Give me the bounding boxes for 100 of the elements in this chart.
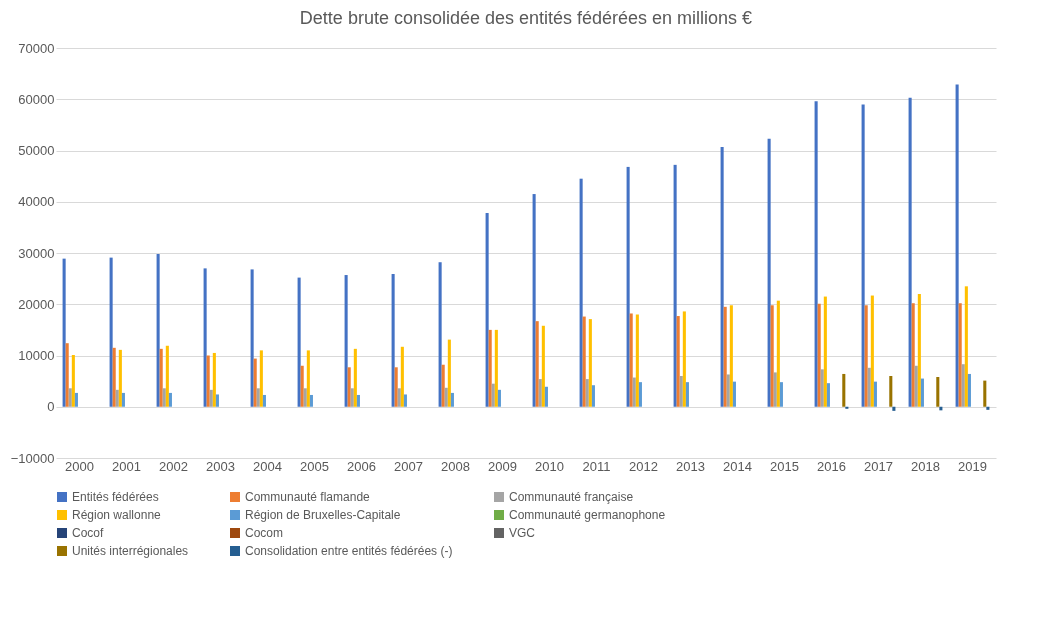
bar (535, 321, 539, 407)
bar (74, 392, 78, 407)
bar (306, 350, 310, 407)
bar (303, 388, 307, 407)
bar (867, 367, 871, 407)
bar (870, 295, 874, 407)
bar (68, 388, 72, 407)
x-tick-label: 2013 (676, 458, 705, 474)
legend-label: Cocof (72, 526, 105, 540)
x-tick-label: 2012 (629, 458, 658, 474)
y-tick-label: 0 (47, 399, 55, 415)
legend-label: Communauté germanophone (509, 508, 666, 522)
bar (917, 294, 921, 407)
bar (309, 394, 313, 407)
bar (770, 305, 774, 407)
bar (591, 385, 595, 407)
bar (920, 378, 924, 407)
y-tick-label: 10000 (18, 348, 55, 363)
bar (729, 305, 733, 407)
bar (638, 382, 642, 407)
bar (159, 348, 163, 407)
bar (629, 313, 633, 407)
bar (215, 394, 219, 407)
bar (162, 388, 166, 407)
bar (582, 316, 586, 407)
bar (889, 376, 893, 407)
bar (723, 306, 727, 407)
bar (679, 376, 683, 407)
bar (71, 354, 75, 407)
x-tick-label: 2015 (770, 458, 799, 474)
bar (845, 406, 849, 409)
bar (156, 254, 160, 407)
y-tick-label: 50000 (18, 143, 55, 158)
bar (585, 379, 589, 407)
bar (673, 164, 677, 407)
x-tick-label: 2000 (65, 458, 94, 474)
bar (732, 381, 736, 407)
x-tick-label: 2018 (911, 458, 940, 474)
bar (861, 104, 865, 407)
y-tick-label: 30000 (18, 245, 55, 261)
x-tick-label: 2019 (958, 458, 987, 474)
x-tick-label: 2014 (723, 458, 752, 474)
bar (203, 268, 207, 407)
bar (635, 314, 639, 407)
bar (391, 274, 395, 407)
y-tick-label: 60000 (18, 91, 55, 107)
bar (488, 329, 492, 407)
bar (823, 296, 827, 407)
bar (262, 394, 266, 407)
bar (62, 258, 66, 407)
x-tick-label: 2004 (253, 458, 282, 474)
bar (450, 392, 454, 407)
bar (541, 325, 545, 407)
bar (961, 364, 965, 407)
bar (676, 316, 680, 407)
legend-label: Région wallonne (72, 508, 162, 522)
bar (250, 269, 254, 407)
x-tick-label: 2008 (441, 458, 470, 474)
bar (767, 138, 771, 407)
x-tick-label: 2002 (159, 458, 188, 474)
bar (112, 347, 116, 407)
bar (121, 392, 125, 407)
bar (579, 178, 583, 407)
bar (165, 345, 169, 407)
y-tick-label: 40000 (18, 194, 55, 210)
bar (485, 213, 489, 407)
bar (955, 84, 959, 407)
bar (892, 406, 896, 411)
bar (814, 101, 818, 407)
chart-title: Dette brute consolidée des entités fédérées en millions € (299, 8, 753, 28)
bar (168, 392, 172, 407)
bar (206, 355, 210, 407)
bar (118, 349, 122, 407)
bar (726, 374, 730, 407)
bar (908, 97, 912, 407)
bar (682, 311, 686, 407)
bar (720, 146, 724, 407)
bar (300, 365, 304, 407)
bar (983, 380, 987, 407)
bar (532, 194, 536, 407)
bar (65, 343, 69, 407)
legend-label: Consolidation entre entités fédérées (-) (245, 544, 453, 558)
bar (353, 348, 357, 407)
x-tick-label: 2010 (535, 458, 564, 474)
x-tick-label: 2006 (347, 458, 376, 474)
legend-label: Unités interrégionales (72, 544, 189, 558)
bar (444, 387, 448, 407)
x-tick-label: 2016 (817, 458, 846, 474)
bar (958, 303, 962, 407)
legend-label: Entités fédérées (72, 490, 159, 504)
legend-label: Communauté française (509, 490, 634, 504)
bar (253, 358, 257, 407)
bar (400, 346, 404, 407)
bar (344, 275, 348, 407)
bar (397, 388, 401, 407)
bar (212, 352, 216, 407)
bar (438, 262, 442, 407)
bar (936, 377, 940, 407)
bar (964, 286, 968, 407)
bar (817, 303, 821, 407)
